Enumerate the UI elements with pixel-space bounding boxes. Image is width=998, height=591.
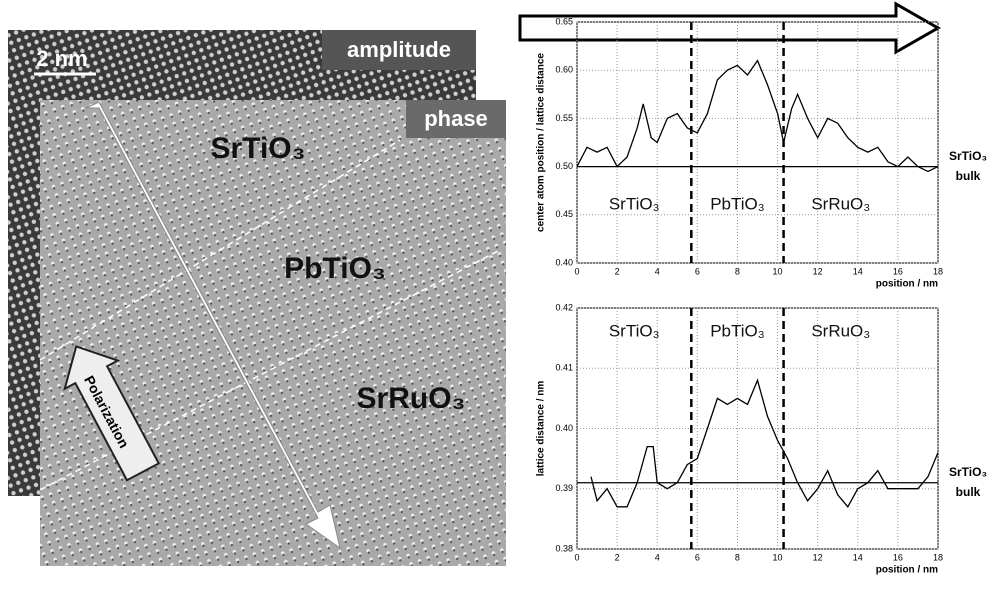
layer-label: SrTiO₃ <box>210 132 305 165</box>
x-tick-label: 12 <box>813 266 823 276</box>
layer-label: PbTiO₃ <box>284 252 386 285</box>
y-tick-label: 0.40 <box>555 423 573 433</box>
x-tick-label: 8 <box>735 266 740 276</box>
x-tick-label: 4 <box>655 266 660 276</box>
x-axis-label: position / nm <box>876 565 938 576</box>
y-tick-label: 0.50 <box>555 161 573 171</box>
label-box <box>322 30 476 70</box>
region-label: SrRuO₃ <box>811 322 870 341</box>
interface-line <box>39 139 501 491</box>
y-tick-label: 0.65 <box>555 16 573 26</box>
label-box <box>406 100 506 138</box>
x-tick-label: 14 <box>853 266 863 276</box>
x-tick-label: 2 <box>615 266 620 276</box>
x-tick-label: 18 <box>933 552 943 562</box>
micrograph: amplitude 2 nm phase SrTiO₃ PbTiO₃ SrRuO… <box>8 30 506 566</box>
layer-label: SrRuO₃ <box>357 382 466 415</box>
reference-label: SrTiO₃ <box>949 149 987 163</box>
x-tick-label: 0 <box>574 266 579 276</box>
x-tick-label: 6 <box>695 266 700 276</box>
y-tick-label: 0.40 <box>555 257 573 267</box>
x-tick-label: 16 <box>893 266 903 276</box>
scale-bar-label: 2 nm <box>36 46 87 71</box>
region-label: PbTiO₃ <box>710 322 764 341</box>
x-tick-label: 0 <box>574 552 579 562</box>
data-line <box>576 59 939 173</box>
x-tick-label: 4 <box>655 552 660 562</box>
x-tick-label: 16 <box>893 552 903 562</box>
reference-label: bulk <box>956 485 981 499</box>
y-axis-label: center atom position / lattice distance <box>536 53 547 232</box>
x-tick-label: 6 <box>695 552 700 562</box>
y-tick-label: 0.60 <box>555 65 573 75</box>
phase-label: phase <box>424 106 488 131</box>
y-tick-label: 0.39 <box>555 483 573 493</box>
reference-label: SrTiO₃ <box>949 465 987 479</box>
y-tick-label: 0.42 <box>555 302 573 312</box>
y-tick-label: 0.55 <box>555 113 573 123</box>
x-tick-label: 12 <box>813 552 823 562</box>
region-label: SrTiO₃ <box>609 195 660 214</box>
reference-label: bulk <box>956 169 981 183</box>
phase-image <box>40 100 506 566</box>
region-label: PbTiO₃ <box>710 195 764 214</box>
y-tick-label: 0.41 <box>555 363 573 373</box>
x-tick-label: 8 <box>735 552 740 562</box>
y-axis-label: lattice distance / nm <box>536 381 547 477</box>
x-tick-label: 10 <box>773 266 783 276</box>
direction-arrow <box>518 1 942 55</box>
amplitude-label: amplitude <box>347 37 451 62</box>
x-tick-label: 2 <box>615 552 620 562</box>
y-tick-label: 0.38 <box>555 543 573 553</box>
x-tick-label: 10 <box>773 552 783 562</box>
y-tick-label: 0.45 <box>555 209 573 219</box>
scan-arrow <box>85 101 341 550</box>
x-tick-label: 18 <box>933 266 943 276</box>
x-tick-label: 14 <box>853 552 863 562</box>
region-label: SrTiO₃ <box>609 322 660 341</box>
region-label: SrRuO₃ <box>811 195 870 214</box>
plot-area <box>576 21 939 264</box>
x-axis-label: position / nm <box>876 279 938 290</box>
data-line <box>590 378 939 508</box>
